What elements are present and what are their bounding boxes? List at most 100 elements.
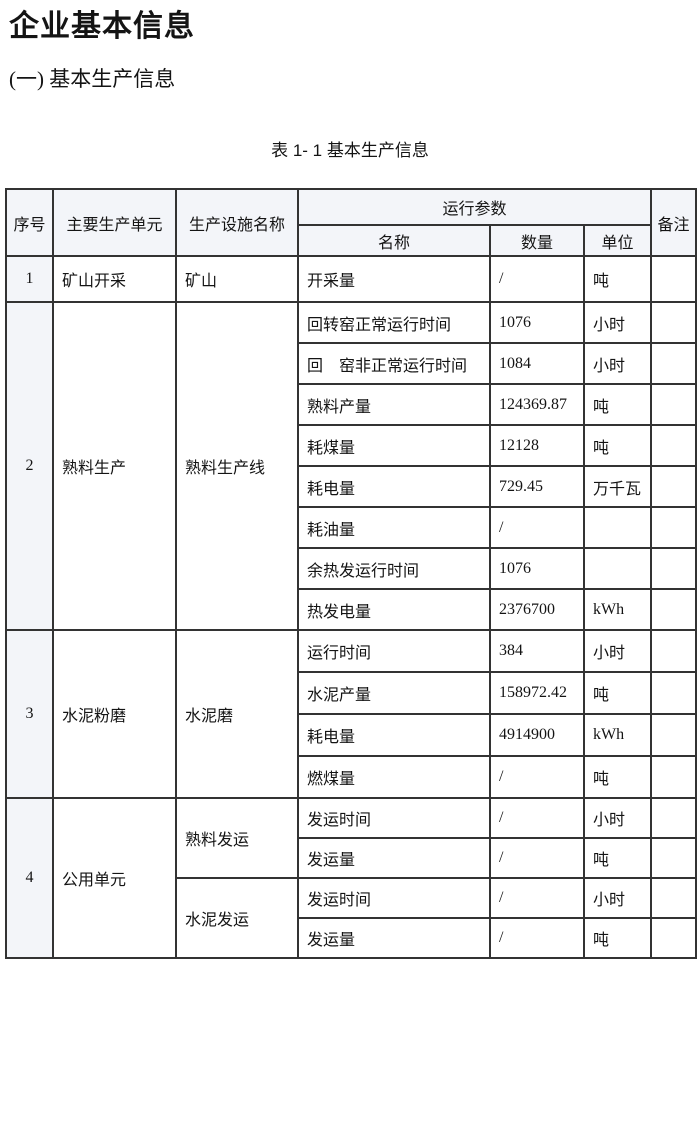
param-unit-cell: 吨 bbox=[582, 255, 653, 303]
index-cell: 1 bbox=[5, 255, 54, 303]
header-param-unit: 单位 bbox=[582, 224, 653, 257]
header-index: 序号 bbox=[5, 188, 54, 257]
table-row: 水泥发运 发运时间 / 小时 bbox=[6, 877, 698, 959]
table-row: 回 窑非正常运行时间 1084 小时 bbox=[6, 342, 698, 385]
remark-cell bbox=[650, 713, 698, 757]
param-qty-cell: 158972.42 bbox=[489, 671, 585, 715]
remark-cell bbox=[650, 877, 698, 919]
facility-cell: 熟料生产线 bbox=[175, 301, 299, 631]
param-qty-cell: / bbox=[489, 877, 585, 919]
param-qty-cell: / bbox=[489, 255, 585, 303]
param-name-cell: 发运量 bbox=[297, 917, 491, 959]
param-unit-cell: 吨 bbox=[582, 917, 653, 959]
param-unit-cell bbox=[582, 547, 653, 590]
param-name-cell: 耗油量 bbox=[297, 506, 491, 549]
param-qty-cell: 729.45 bbox=[489, 465, 585, 508]
production-info-table: 序号 主要生产单元 生产设施名称 运行参数 备注 名称 数量 单位 1 矿山开采… bbox=[5, 188, 698, 959]
remark-cell bbox=[650, 797, 698, 839]
param-name-cell: 耗电量 bbox=[297, 713, 491, 757]
header-param-name: 名称 bbox=[297, 224, 491, 257]
unit-cell: 矿山开采 bbox=[52, 255, 177, 303]
index-cell: 3 bbox=[5, 629, 54, 799]
table-row: 发运量 / 吨 bbox=[6, 917, 698, 959]
remark-cell bbox=[650, 255, 698, 303]
header-row-1: 序号 主要生产单元 生产设施名称 运行参数 备注 bbox=[5, 188, 698, 257]
table-row: 热发电量 2376700 kWh bbox=[6, 588, 698, 631]
table-row: 4 公用单元 熟料发运 发运时间 / 小时 bbox=[5, 797, 698, 959]
param-name-cell: 耗电量 bbox=[297, 465, 491, 508]
table-row: 耗煤量 12128 吨 bbox=[6, 424, 698, 467]
table-row: 2 熟料生产 熟料生产线 回转窑正常运行时间 1076 小时 bbox=[5, 301, 698, 631]
param-unit-cell: 小时 bbox=[582, 797, 653, 839]
table-row: 熟料产量 124369.87 吨 bbox=[6, 383, 698, 426]
param-name-cell: 热发电量 bbox=[297, 588, 491, 631]
remark-cell bbox=[650, 424, 698, 467]
param-unit-cell: kWh bbox=[582, 588, 653, 631]
header-remark: 备注 bbox=[650, 188, 698, 257]
param-qty-cell: / bbox=[489, 755, 585, 799]
remark-cell bbox=[650, 671, 698, 715]
remark-cell bbox=[650, 301, 698, 344]
header-param-qty: 数量 bbox=[489, 224, 585, 257]
param-name-cell: 回 窑非正常运行时间 bbox=[297, 342, 491, 385]
table-row: 耗电量 729.45 万千瓦 bbox=[6, 465, 698, 508]
param-unit-cell: 吨 bbox=[582, 424, 653, 467]
table-row: 水泥产量 158972.42 吨 bbox=[6, 671, 698, 715]
remark-cell bbox=[650, 547, 698, 590]
page-title: 企业基本信息 bbox=[9, 10, 195, 43]
remark-cell bbox=[650, 465, 698, 508]
param-qty-cell: / bbox=[489, 506, 585, 549]
param-unit-cell: 吨 bbox=[582, 837, 653, 879]
table-row: 燃煤量 / 吨 bbox=[6, 755, 698, 799]
facility-cell: 水泥磨 bbox=[175, 629, 299, 799]
param-qty-cell: 1076 bbox=[489, 301, 585, 344]
table-row: 1 矿山开采 矿山 开采量 / 吨 bbox=[5, 255, 698, 303]
param-name-cell: 燃煤量 bbox=[297, 755, 491, 799]
param-name-cell: 水泥产量 bbox=[297, 671, 491, 715]
param-unit-cell: 吨 bbox=[582, 383, 653, 426]
param-qty-cell: 1076 bbox=[489, 547, 585, 590]
table-row: 耗油量 / bbox=[6, 506, 698, 549]
param-unit-cell: 小时 bbox=[582, 342, 653, 385]
header-row-2: 名称 数量 单位 bbox=[6, 224, 696, 257]
param-name-cell: 发运量 bbox=[297, 837, 491, 879]
param-name-cell: 开采量 bbox=[297, 255, 491, 303]
param-name-cell: 发运时间 bbox=[297, 877, 491, 919]
param-name-cell: 耗煤量 bbox=[297, 424, 491, 467]
param-name-cell: 发运时间 bbox=[297, 797, 491, 839]
param-qty-cell: 4914900 bbox=[489, 713, 585, 757]
param-qty-cell: / bbox=[489, 837, 585, 879]
param-unit-cell: 吨 bbox=[582, 755, 653, 799]
remark-cell bbox=[650, 383, 698, 426]
param-unit-cell: 小时 bbox=[582, 877, 653, 919]
document-page: 企业基本信息 (一) 基本生产信息 表 1- 1 基本生产信息 序号 主要生产单… bbox=[0, 8, 700, 959]
param-unit-cell: 小时 bbox=[582, 629, 653, 673]
remark-cell bbox=[650, 837, 698, 879]
table-row: 耗电量 4914900 kWh bbox=[6, 713, 698, 757]
facility-cell: 水泥发运 bbox=[175, 877, 299, 959]
remark-cell bbox=[650, 588, 698, 631]
param-unit-cell: 小时 bbox=[582, 301, 653, 344]
index-cell: 2 bbox=[5, 301, 54, 631]
table-row: 3 水泥粉磨 水泥磨 运行时间 384 小时 bbox=[5, 629, 698, 799]
table-row: 发运量 / 吨 bbox=[6, 837, 698, 879]
param-qty-cell: / bbox=[489, 917, 585, 959]
facility-cell: 熟料发运 bbox=[175, 797, 299, 879]
param-name-cell: 回转窑正常运行时间 bbox=[297, 301, 491, 344]
facility-cell: 矿山 bbox=[175, 255, 299, 303]
header-facility: 生产设施名称 bbox=[175, 188, 299, 257]
remark-cell bbox=[650, 342, 698, 385]
param-unit-cell: 吨 bbox=[582, 671, 653, 715]
param-qty-cell: / bbox=[489, 797, 585, 839]
param-qty-cell: 12128 bbox=[489, 424, 585, 467]
unit-cell: 熟料生产 bbox=[52, 301, 177, 631]
unit-cell: 水泥粉磨 bbox=[52, 629, 177, 799]
param-qty-cell: 1084 bbox=[489, 342, 585, 385]
table-caption: 表 1- 1 基本生产信息 bbox=[271, 141, 429, 160]
index-cell: 4 bbox=[5, 797, 54, 959]
unit-cell: 公用单元 bbox=[52, 797, 177, 959]
remark-cell bbox=[650, 917, 698, 959]
param-name-cell: 运行时间 bbox=[297, 629, 491, 673]
remark-cell bbox=[650, 629, 698, 673]
section-heading: (一) 基本生产信息 bbox=[9, 67, 176, 91]
